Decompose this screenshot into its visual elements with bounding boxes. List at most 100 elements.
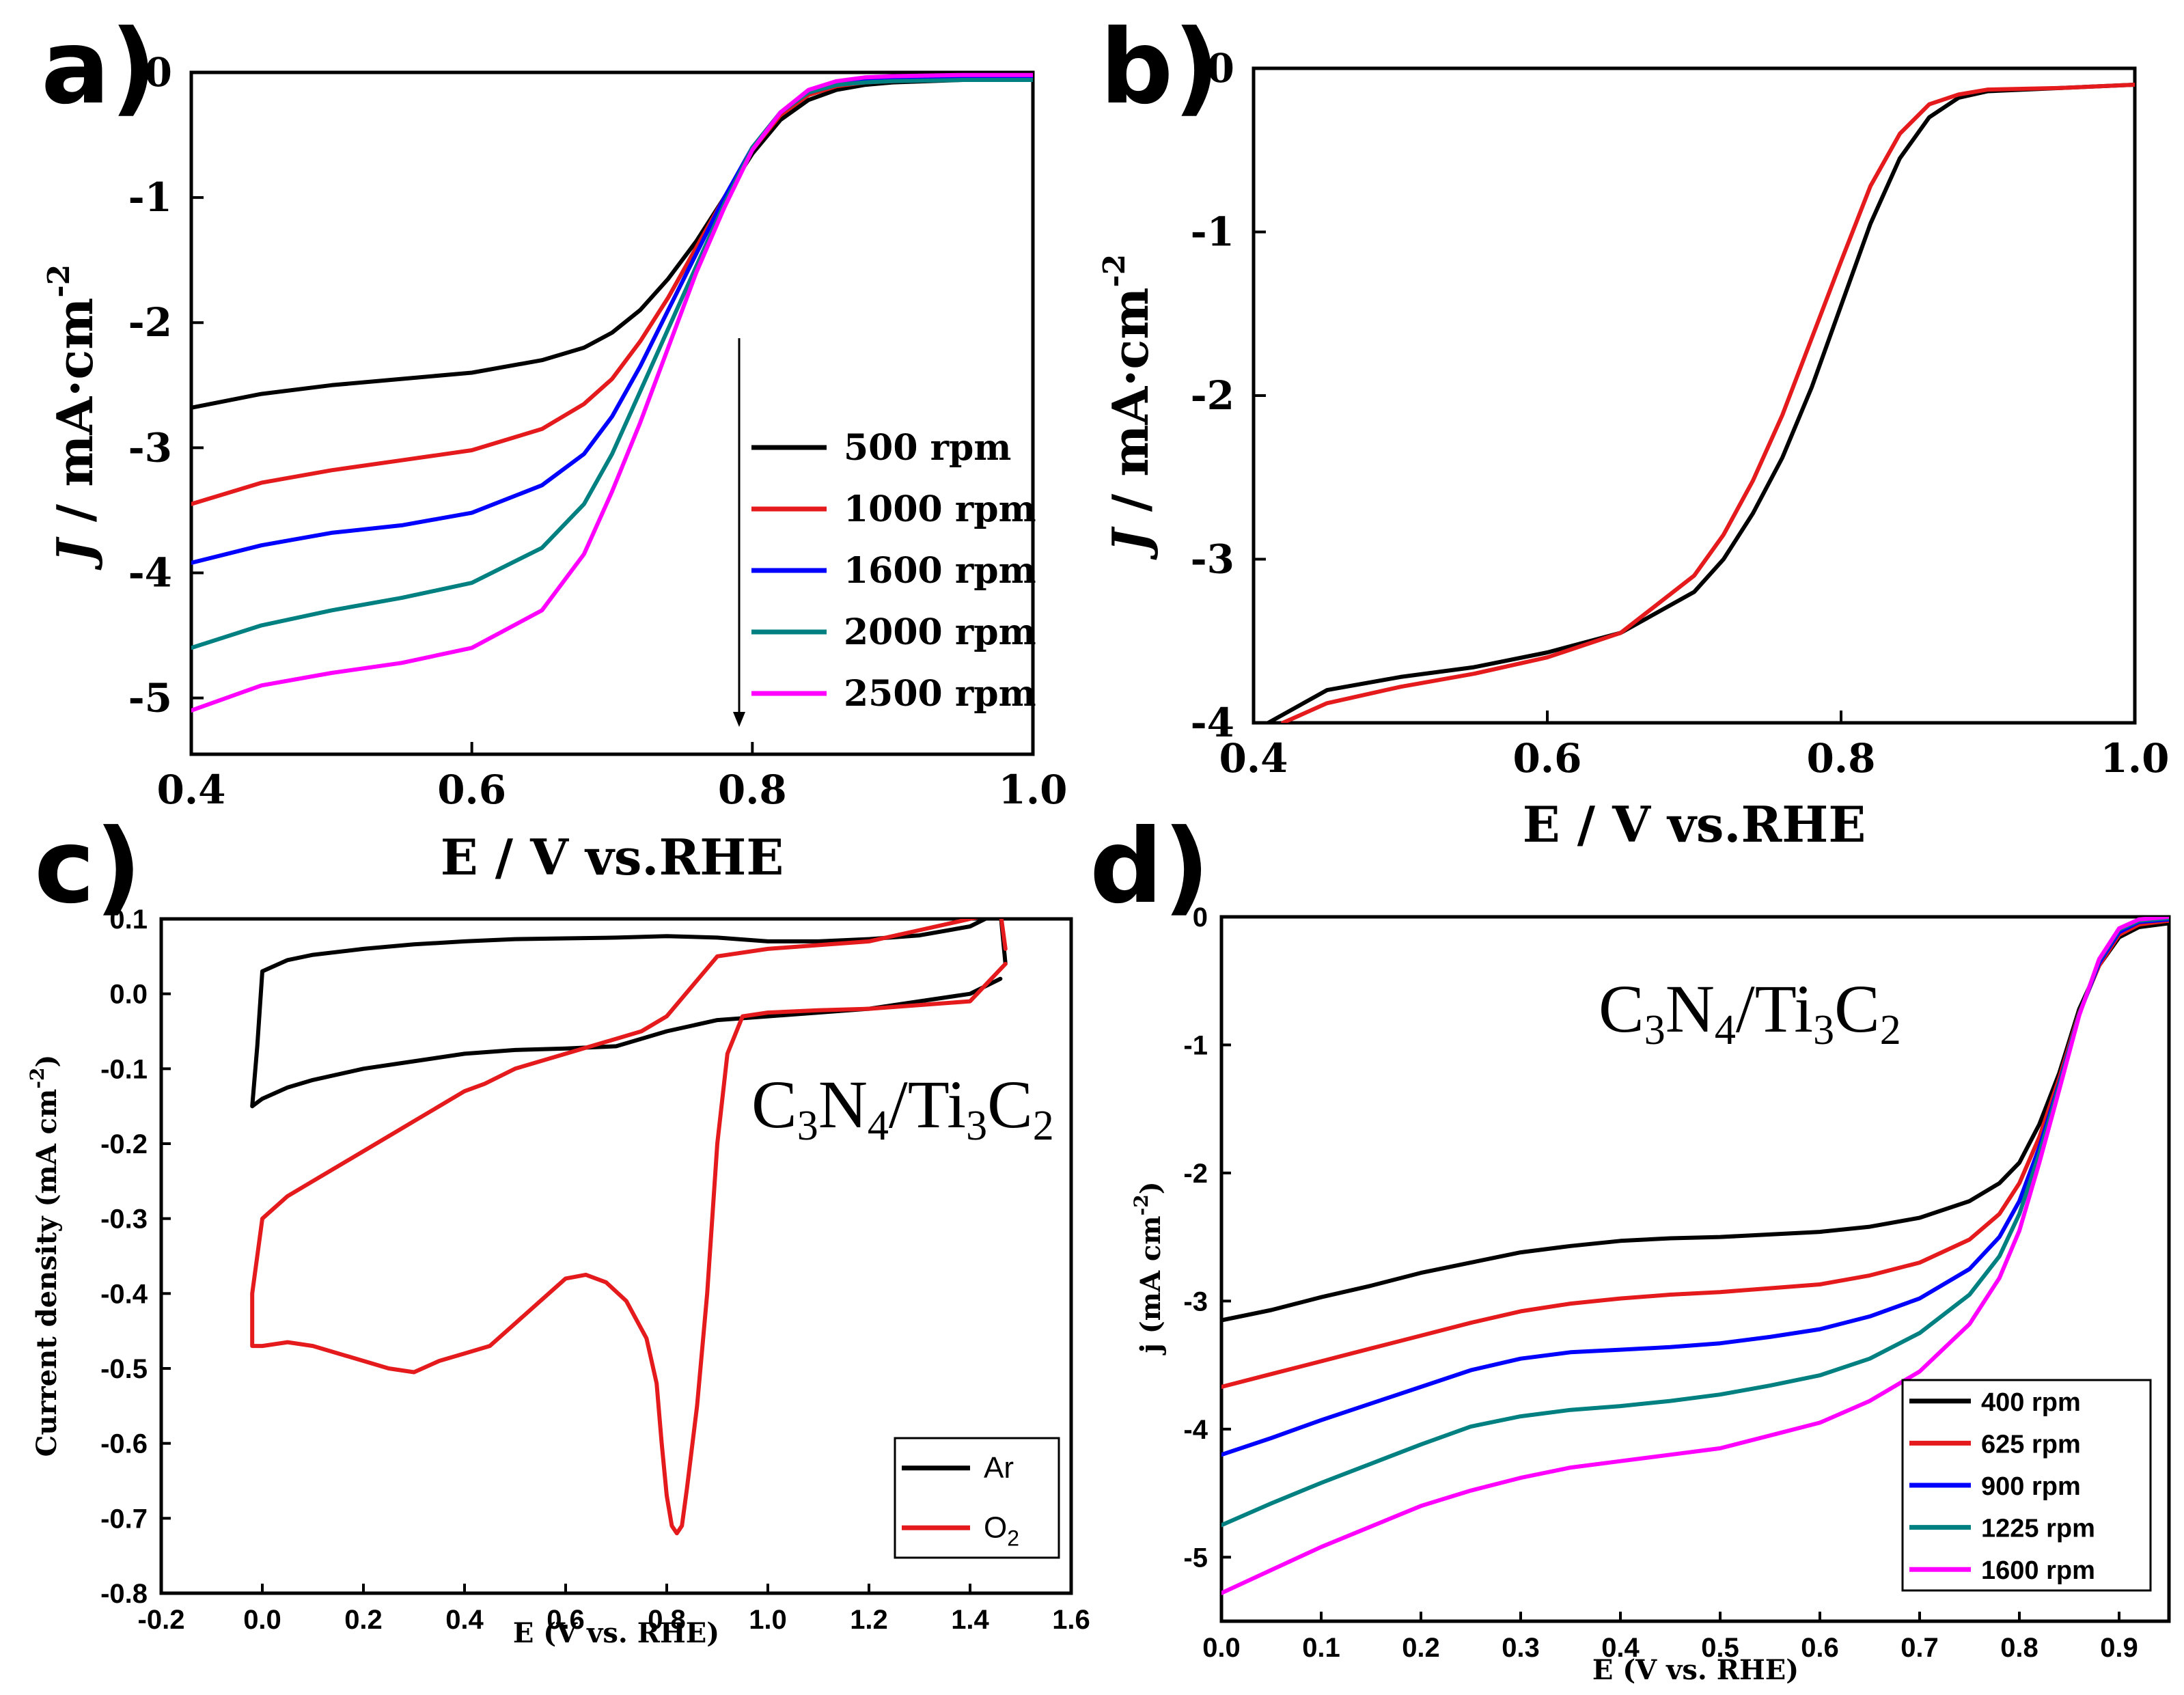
- annotation-text: /Ti: [1736, 971, 1813, 1047]
- x-tick-label: 0.0: [243, 1605, 281, 1635]
- y-tick-label: -0.5: [100, 1354, 148, 1384]
- series-line-black: [1266, 83, 2135, 723]
- y-axis-title: J / mA·cm-2: [1097, 254, 1159, 561]
- annotation-subscript: 4: [868, 1103, 889, 1149]
- y-axis-title-superscript: -2: [1097, 254, 1132, 288]
- legend-label: O2: [984, 1511, 1019, 1550]
- x-tick-label: 1.4: [951, 1605, 989, 1635]
- x-tick-label: -0.2: [138, 1605, 185, 1635]
- x-tick-label: 0.9: [2100, 1633, 2138, 1663]
- y-tick-label: -0.8: [100, 1579, 148, 1609]
- y-axis-title-unit: Current density (mA cm: [31, 1089, 63, 1457]
- annotation-subscript: 3: [1813, 1007, 1834, 1053]
- x-tick-label: 0.8: [1807, 735, 1876, 782]
- series-line-500-rpm: [191, 75, 1033, 410]
- y-tick-label: 0: [145, 49, 172, 96]
- y-axis-title-superscript: -2: [42, 264, 77, 298]
- y-axis-title: j (mA cm-2): [1130, 1181, 1167, 1355]
- x-axis-title: E (V vs. RHE): [513, 1617, 719, 1649]
- x-axis-title: E / V vs.RHE: [1523, 795, 1866, 853]
- y-axis-title-unit: / mA·cm: [46, 298, 104, 540]
- y-tick-label: -4: [128, 549, 172, 596]
- y-tick-label: -0.3: [100, 1204, 148, 1235]
- y-tick-label: -0.7: [100, 1504, 148, 1534]
- x-tick-label: 0.6: [1801, 1633, 1839, 1663]
- x-tick-label: 0.2: [1402, 1633, 1440, 1663]
- series-line-o: [250, 919, 1008, 1536]
- y-tick-label: -4: [1191, 700, 1234, 746]
- plot-frame: [189, 70, 1035, 756]
- annotation-text: C: [1599, 971, 1644, 1047]
- panel-c: c) -0.2 0.0 0.2 0.4 0.6 0.8 1.0 1.2 1.4 1.6 0.1 0.0 -…: [26, 808, 1090, 1649]
- x-tick-label: 1.2: [850, 1605, 888, 1635]
- y-tick-label: -2: [1183, 1159, 1208, 1189]
- x-tick-label: 0.0: [1202, 1633, 1241, 1663]
- trend-arrow-head: [733, 712, 745, 727]
- y-axis-title: Current density (mA cm-2): [26, 1055, 63, 1457]
- x-tick-label: 1.0: [2101, 735, 2170, 782]
- annotation-subscript: 2: [1033, 1103, 1054, 1149]
- x-tick-label: 1.0: [999, 767, 1068, 813]
- series-line-ar: [250, 919, 1008, 1109]
- x-tick-label: 0.8: [2000, 1633, 2038, 1663]
- legend-label: 2500 rpm: [844, 673, 1036, 715]
- annotation-text: N: [818, 1066, 868, 1142]
- legend-box: [894, 1437, 1060, 1559]
- x-tick-label: 0.4: [1219, 735, 1288, 782]
- y-tick-label: -0.2: [100, 1129, 148, 1159]
- y-tick-label: 0: [1193, 902, 1208, 933]
- panel-label: d): [1090, 808, 1210, 926]
- y-tick-label: -5: [128, 675, 172, 721]
- series-line-1600-rpm: [1221, 917, 2169, 1595]
- annotation-subscript: 3: [797, 1103, 818, 1149]
- panels: a) 0.4 0.6 0.8 1.0 0 -1 -2 -3 -4 -5 E / V vs.RHE J /…: [26, 8, 2171, 1686]
- legend-label-text: Ar: [984, 1451, 1014, 1485]
- legend-label: Ar: [984, 1451, 1014, 1485]
- y-tick-label: -1: [1183, 1030, 1208, 1060]
- y-tick-label: -5: [1183, 1543, 1208, 1573]
- x-tick-label: 0.2: [344, 1605, 383, 1635]
- legend-label: 1225 rpm: [1981, 1515, 2095, 1543]
- x-tick-label: 0.1: [1302, 1633, 1340, 1663]
- legend-label-subscript: 2: [1007, 1526, 1019, 1550]
- y-tick-label: -2: [1191, 372, 1234, 419]
- sample-annotation: C3N4/Ti3C2: [1599, 971, 1901, 1053]
- x-tick-label: 0.3: [1502, 1633, 1540, 1663]
- legend-label: 1600 rpm: [844, 550, 1036, 592]
- annotation-text: C: [751, 1066, 797, 1142]
- y-tick-label: -1: [1191, 209, 1234, 256]
- legend-label: 500 rpm: [844, 427, 1011, 469]
- annotation-text: N: [1665, 971, 1715, 1047]
- y-tick-label: -4: [1183, 1415, 1208, 1445]
- annotation-subscript: 3: [1644, 1007, 1665, 1053]
- x-tick-label: 0.6: [1513, 735, 1582, 782]
- y-tick-label: -0.6: [100, 1429, 148, 1459]
- y-axis-title-close: ): [1135, 1181, 1167, 1194]
- legend-label-text: 900 rpm: [1981, 1472, 2081, 1501]
- legend-label: 900 rpm: [1981, 1472, 2081, 1501]
- x-tick-label: 0.6: [547, 1605, 585, 1635]
- annotation-text: C: [987, 1066, 1033, 1142]
- series-line-2500-rpm: [191, 72, 1033, 713]
- x-tick-label: 0.4: [1601, 1633, 1640, 1663]
- x-tick-label: 1.6: [1052, 1605, 1090, 1635]
- legend-label: 2000 rpm: [844, 611, 1036, 653]
- legend-label-text: 400 rpm: [1981, 1388, 2081, 1417]
- legend-label: 1600 rpm: [1981, 1556, 2095, 1585]
- y-tick-label: 0: [1207, 45, 1234, 92]
- x-tick-label: 0.8: [718, 767, 787, 813]
- x-tick-label: 0.8: [648, 1605, 686, 1635]
- legend-label-text: 1600 rpm: [1981, 1556, 2095, 1585]
- panel-label: b): [1100, 8, 1220, 127]
- x-tick-label: 0.4: [445, 1605, 484, 1635]
- y-axis-title-unit: j (mA cm: [1135, 1215, 1167, 1355]
- y-tick-label: -0.4: [100, 1279, 148, 1309]
- y-axis-title-close: ): [31, 1055, 63, 1068]
- panel-d: d) 0.0 0.1 0.2 0.3 0.4 0.5 0.6 0.7 0.8 0.9 0 -1 -2 -3 -…: [1090, 808, 2171, 1686]
- panel-label: c): [34, 808, 141, 926]
- x-tick-label: 1.0: [749, 1605, 787, 1635]
- annotation-subscript: 3: [966, 1103, 987, 1149]
- legend-label-text: 1225 rpm: [1981, 1515, 2095, 1543]
